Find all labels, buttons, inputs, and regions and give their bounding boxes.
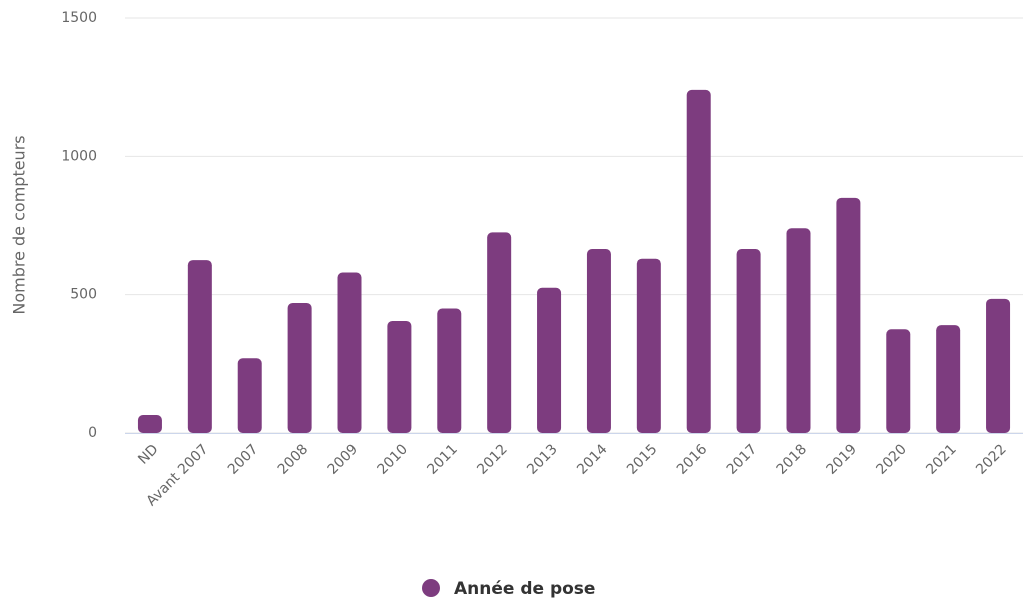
legend-marker — [422, 579, 440, 597]
bar — [537, 287, 562, 433]
bar — [337, 272, 362, 433]
y-tick-label: 500 — [70, 287, 97, 303]
y-tick-label: 1000 — [61, 148, 97, 164]
bar — [237, 358, 262, 433]
x-tick-label: 2021 — [923, 441, 960, 478]
x-tick-label: 2007 — [225, 441, 262, 478]
x-tick-label: 2019 — [824, 441, 861, 478]
x-tick-label: 2022 — [973, 441, 1010, 478]
x-tick-label: 2012 — [474, 441, 511, 478]
bar — [636, 258, 661, 433]
bar — [137, 415, 162, 433]
x-tick-label: 2015 — [624, 441, 661, 478]
bar — [287, 302, 312, 433]
bar — [387, 320, 412, 433]
y-tick-label: 1500 — [61, 10, 97, 26]
x-tick-label: 2017 — [724, 441, 761, 478]
bar — [836, 197, 861, 433]
x-tick-label: 2018 — [774, 441, 811, 478]
bar — [886, 329, 911, 433]
x-tick-label: ND — [135, 441, 161, 467]
x-tick-label: 2020 — [873, 441, 910, 478]
x-tick-label: 2011 — [424, 441, 461, 478]
legend-label: Année de pose — [454, 579, 595, 599]
y-tick-label: 0 — [88, 425, 97, 441]
x-tick-label: 2010 — [375, 441, 412, 478]
x-tick-label: 2016 — [674, 441, 711, 478]
y-axis-label: Nombre de compteurs — [10, 135, 29, 314]
bar — [936, 325, 961, 433]
x-tick-label: 2009 — [325, 441, 362, 478]
bar — [686, 89, 711, 433]
bar — [786, 228, 811, 433]
bar — [487, 232, 512, 433]
x-tick-label: 2013 — [524, 441, 561, 478]
x-tick-label: 2014 — [574, 441, 611, 478]
bar — [187, 260, 212, 433]
bar — [986, 298, 1011, 433]
x-tick-label: 2008 — [275, 441, 312, 478]
bar — [586, 249, 611, 433]
bar — [437, 308, 462, 433]
bar — [736, 249, 761, 433]
